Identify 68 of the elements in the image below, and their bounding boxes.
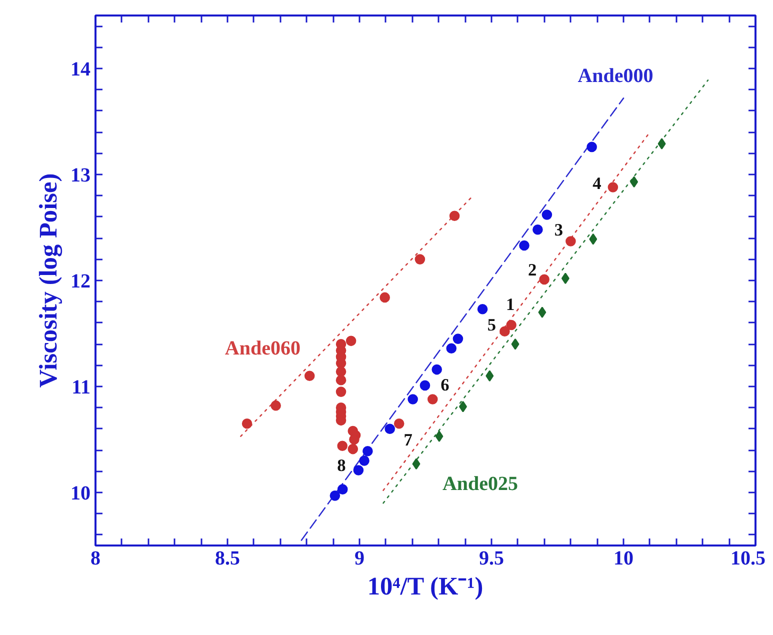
point	[384, 424, 396, 434]
annotation: 8	[337, 456, 346, 476]
point	[337, 484, 348, 494]
point	[446, 343, 457, 354]
series-label: Ande060	[224, 337, 300, 360]
point	[561, 272, 570, 284]
annotation: 1	[506, 295, 515, 314]
point	[506, 320, 516, 330]
point	[608, 182, 618, 192]
point	[658, 138, 666, 150]
x-tick-label: 8	[90, 548, 100, 570]
annotation: 4	[592, 174, 602, 194]
point	[630, 176, 638, 188]
annotation: 5	[487, 315, 496, 334]
point	[242, 418, 252, 429]
annotation: 6	[440, 375, 450, 394]
point	[336, 386, 346, 397]
point	[539, 274, 550, 285]
point	[452, 334, 464, 344]
point	[586, 142, 597, 152]
point	[336, 366, 346, 377]
x-axis-title: 10⁴/T (K⁻¹)	[367, 572, 484, 600]
point	[511, 338, 520, 350]
annotation: 3	[554, 220, 564, 240]
point	[432, 364, 442, 375]
point	[589, 234, 598, 245]
point	[500, 326, 510, 337]
x-tick-label: 10.5	[730, 548, 766, 570]
x-tick-label: 9.5	[479, 548, 504, 570]
point	[304, 370, 315, 382]
annotation: 2	[528, 260, 537, 280]
point	[486, 370, 494, 382]
point	[359, 456, 370, 466]
y-tick-label: 11	[72, 376, 91, 398]
point	[346, 336, 356, 346]
point	[353, 465, 364, 476]
annotation: 7	[404, 430, 413, 450]
x-tick-label: 10	[614, 548, 634, 570]
point	[270, 400, 281, 411]
series-label: Ande000	[578, 65, 654, 88]
y-tick-label: 12	[70, 270, 90, 292]
y-tick-label: 10	[70, 482, 90, 504]
point	[337, 440, 348, 451]
point	[412, 458, 420, 470]
point	[380, 292, 390, 303]
point	[566, 236, 576, 246]
series-label: Ande025	[442, 473, 518, 496]
point	[435, 430, 444, 442]
point	[427, 394, 438, 404]
point	[414, 254, 426, 264]
point	[330, 490, 340, 501]
point	[532, 224, 543, 235]
point	[408, 394, 418, 404]
point	[519, 240, 530, 251]
point	[420, 380, 430, 391]
x-tick-label: 8.5	[215, 548, 240, 570]
y-axis-title: Viscosity (log Poise)	[34, 173, 62, 388]
x-tick-label: 9	[354, 548, 364, 570]
point	[542, 210, 552, 220]
point	[477, 304, 488, 314]
point	[362, 446, 373, 456]
y-tick-label: 14	[70, 58, 90, 80]
point	[394, 418, 404, 429]
point	[348, 444, 358, 454]
y-tick-label: 13	[70, 164, 90, 186]
point	[449, 210, 460, 221]
point	[538, 306, 546, 318]
point	[336, 375, 346, 386]
